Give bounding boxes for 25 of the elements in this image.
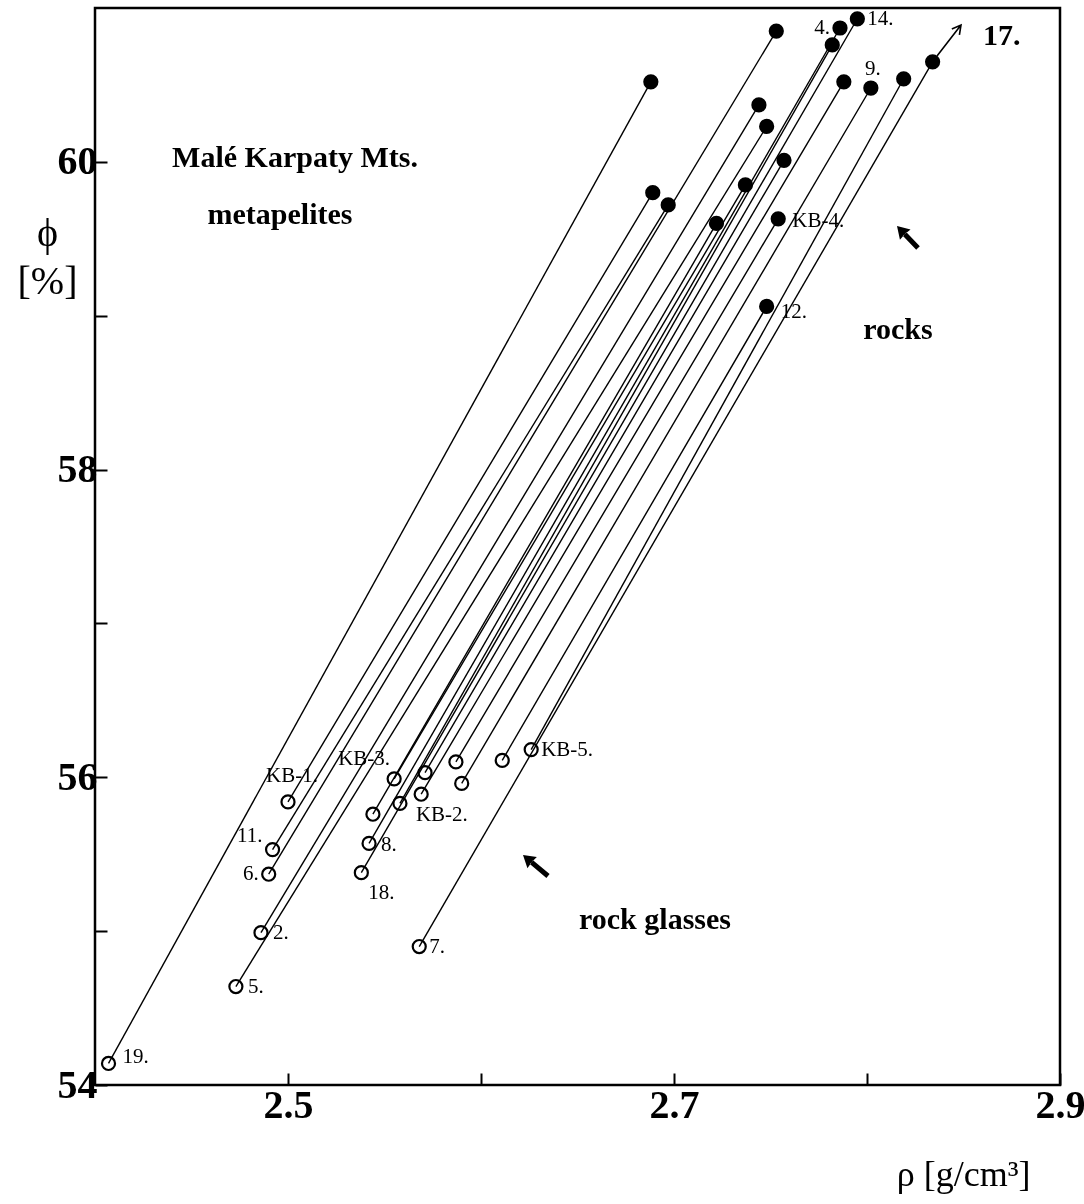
- x-tick-label: 2.5: [263, 1081, 314, 1127]
- annotation: 8.: [381, 832, 397, 857]
- annotation: Malé Karpaty Mts.: [172, 140, 418, 173]
- annotation: rock glasses: [579, 902, 731, 935]
- annotation: 11.: [237, 822, 263, 847]
- annotation: KB-2.: [415, 802, 468, 827]
- x-tick-label: 2.7: [649, 1081, 700, 1127]
- annotation: 14.: [867, 5, 894, 30]
- annotation: 18.: [368, 879, 395, 904]
- y-tick-label: 54: [57, 1061, 98, 1107]
- x-axis-title: ρ [g/cm³]: [896, 1153, 1031, 1194]
- y-axis-title: ϕ [%]: [17, 209, 78, 303]
- y-tick-label: 60: [57, 138, 98, 184]
- annotation: 2.: [272, 919, 289, 944]
- annotation: 19.: [122, 1044, 149, 1069]
- annotation: 4.: [814, 15, 830, 39]
- annotation: KB-5.: [541, 736, 594, 761]
- annotation: 9.: [864, 56, 881, 81]
- annotation: 6.: [242, 861, 259, 886]
- annotation: 5.: [247, 973, 264, 998]
- annotation: 7.: [429, 933, 445, 958]
- annotation: rocks: [863, 312, 933, 345]
- x-tick-label: 2.9: [1035, 1081, 1084, 1127]
- annotation: 17.: [983, 18, 1021, 51]
- annotation: metapelites: [207, 197, 353, 230]
